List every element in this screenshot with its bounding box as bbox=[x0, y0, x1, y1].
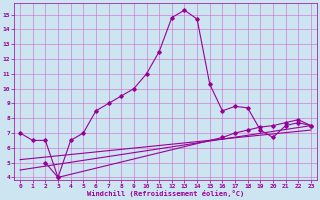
X-axis label: Windchill (Refroidissement éolien,°C): Windchill (Refroidissement éolien,°C) bbox=[87, 190, 244, 197]
